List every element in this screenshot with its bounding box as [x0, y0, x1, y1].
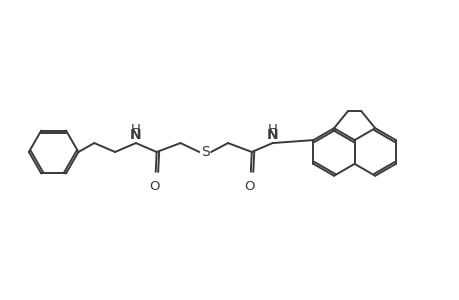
Text: O: O [149, 180, 160, 193]
Text: H: H [267, 123, 277, 136]
Text: N: N [130, 128, 141, 142]
Text: S: S [201, 145, 209, 159]
Text: N: N [266, 128, 278, 142]
Text: H: H [131, 123, 140, 136]
Text: O: O [244, 180, 254, 193]
